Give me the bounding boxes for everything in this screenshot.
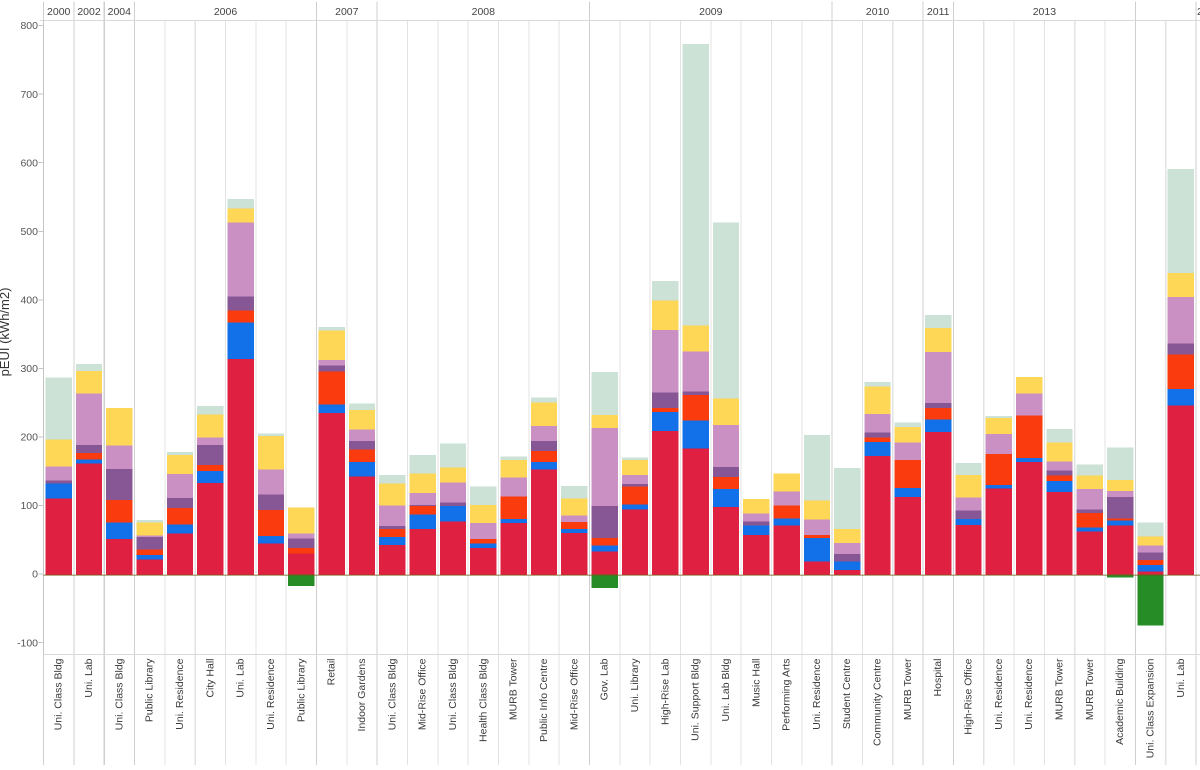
svg-text:2006: 2006 xyxy=(214,6,238,18)
svg-text:MURB Tower: MURB Tower xyxy=(1054,658,1066,720)
svg-text:MURB Tower: MURB Tower xyxy=(902,658,914,720)
svg-text:Uni. Class Bldg: Uni. Class Bldg xyxy=(447,658,459,730)
svg-text:Uni. Support Bldg: Uni. Support Bldg xyxy=(690,658,702,740)
svg-text:Uni. Class Expansion: Uni. Class Expansion xyxy=(1145,658,1157,758)
svg-text:Hospital: Hospital xyxy=(932,659,944,697)
svg-text:Community Centre: Community Centre xyxy=(872,658,884,746)
svg-text:Uni. Library: Uni. Library xyxy=(629,658,641,712)
svg-text:Uni. Lab: Uni. Lab xyxy=(83,658,95,697)
svg-text:600: 600 xyxy=(20,157,38,169)
svg-text:Performing Arts: Performing Arts xyxy=(781,659,793,731)
svg-text:Public Library: Public Library xyxy=(295,658,307,722)
svg-text:-100: -100 xyxy=(17,637,38,649)
svg-text:500: 500 xyxy=(20,226,38,238)
svg-text:Uni. Lab: Uni. Lab xyxy=(1175,658,1187,697)
svg-text:MURB Tower: MURB Tower xyxy=(508,658,520,720)
svg-text:300: 300 xyxy=(20,363,38,375)
svg-text:700: 700 xyxy=(20,89,38,101)
svg-text:Uni. Residence: Uni. Residence xyxy=(811,658,823,729)
svg-text:Mid-Rise Office: Mid-Rise Office xyxy=(417,658,429,730)
svg-text:Uni. Residence: Uni. Residence xyxy=(265,658,277,729)
svg-text:Uni. Class Bldg: Uni. Class Bldg xyxy=(386,658,398,730)
svg-text:Uni. Residence: Uni. Residence xyxy=(993,658,1005,729)
svg-text:Academic Building: Academic Building xyxy=(1114,658,1126,745)
svg-text:Public Library: Public Library xyxy=(144,658,156,722)
svg-text:City Hall: City Hall xyxy=(204,659,216,698)
svg-text:Uni. Residence: Uni. Residence xyxy=(174,658,186,729)
svg-text:Indoor Gardens: Indoor Gardens xyxy=(356,659,368,732)
svg-text:400: 400 xyxy=(20,295,38,307)
svg-text:2008: 2008 xyxy=(472,6,496,18)
svg-text:Health Class Bldg: Health Class Bldg xyxy=(477,658,489,742)
svg-text:High-Rise Lab: High-Rise Lab xyxy=(659,658,671,725)
svg-text:2013: 2013 xyxy=(1033,6,1057,18)
svg-text:Gov. Lab: Gov. Lab xyxy=(599,658,611,700)
svg-text:800: 800 xyxy=(20,20,38,32)
svg-text:2002: 2002 xyxy=(77,6,101,18)
svg-text:Uni. Lab Bldg: Uni. Lab Bldg xyxy=(720,658,732,721)
svg-text:Uni. Lab: Uni. Lab xyxy=(235,658,247,697)
svg-text:2000: 2000 xyxy=(47,6,71,18)
svg-text:MURB Tower: MURB Tower xyxy=(1084,658,1096,720)
svg-text:2007: 2007 xyxy=(335,6,359,18)
svg-text:pEUI (kWh/m2): pEUI (kWh/m2) xyxy=(0,288,12,377)
svg-text:Uni. Class Bldg: Uni. Class Bldg xyxy=(113,658,125,730)
svg-text:100: 100 xyxy=(20,500,38,512)
svg-text:Public Info Centre: Public Info Centre xyxy=(538,658,550,742)
svg-text:High-Rise Office: High-Rise Office xyxy=(963,658,975,734)
svg-text:Uni. Class Bldg: Uni. Class Bldg xyxy=(53,658,65,730)
svg-text:0: 0 xyxy=(32,569,38,581)
svg-text:2010: 2010 xyxy=(866,6,890,18)
svg-text:Retail: Retail xyxy=(326,659,338,686)
svg-text:2004: 2004 xyxy=(108,6,132,18)
svg-text:200: 200 xyxy=(20,432,38,444)
svg-text:2009: 2009 xyxy=(699,6,723,18)
svg-text:2011: 2011 xyxy=(927,6,950,18)
svg-text:Uni. Residence: Uni. Residence xyxy=(1023,658,1035,729)
svg-text:Mid-Rise Office: Mid-Rise Office xyxy=(568,658,580,730)
svg-text:Music Hall: Music Hall xyxy=(750,659,762,707)
svg-text:Student Centre: Student Centre xyxy=(841,658,853,729)
